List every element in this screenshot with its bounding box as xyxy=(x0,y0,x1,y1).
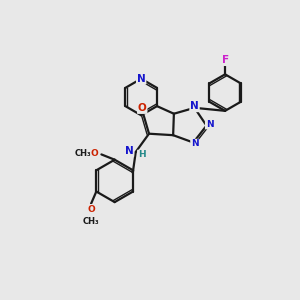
Text: N: N xyxy=(191,140,199,148)
Text: O: O xyxy=(138,103,147,113)
Text: CH₃: CH₃ xyxy=(83,217,99,226)
Text: CH₃: CH₃ xyxy=(74,149,91,158)
Text: O: O xyxy=(87,205,95,214)
Text: N: N xyxy=(137,74,146,84)
Text: O: O xyxy=(90,149,98,158)
Text: N: N xyxy=(206,120,213,129)
Text: F: F xyxy=(221,55,229,65)
Text: H: H xyxy=(138,150,146,159)
Text: N: N xyxy=(124,146,134,156)
Text: N: N xyxy=(190,101,199,111)
